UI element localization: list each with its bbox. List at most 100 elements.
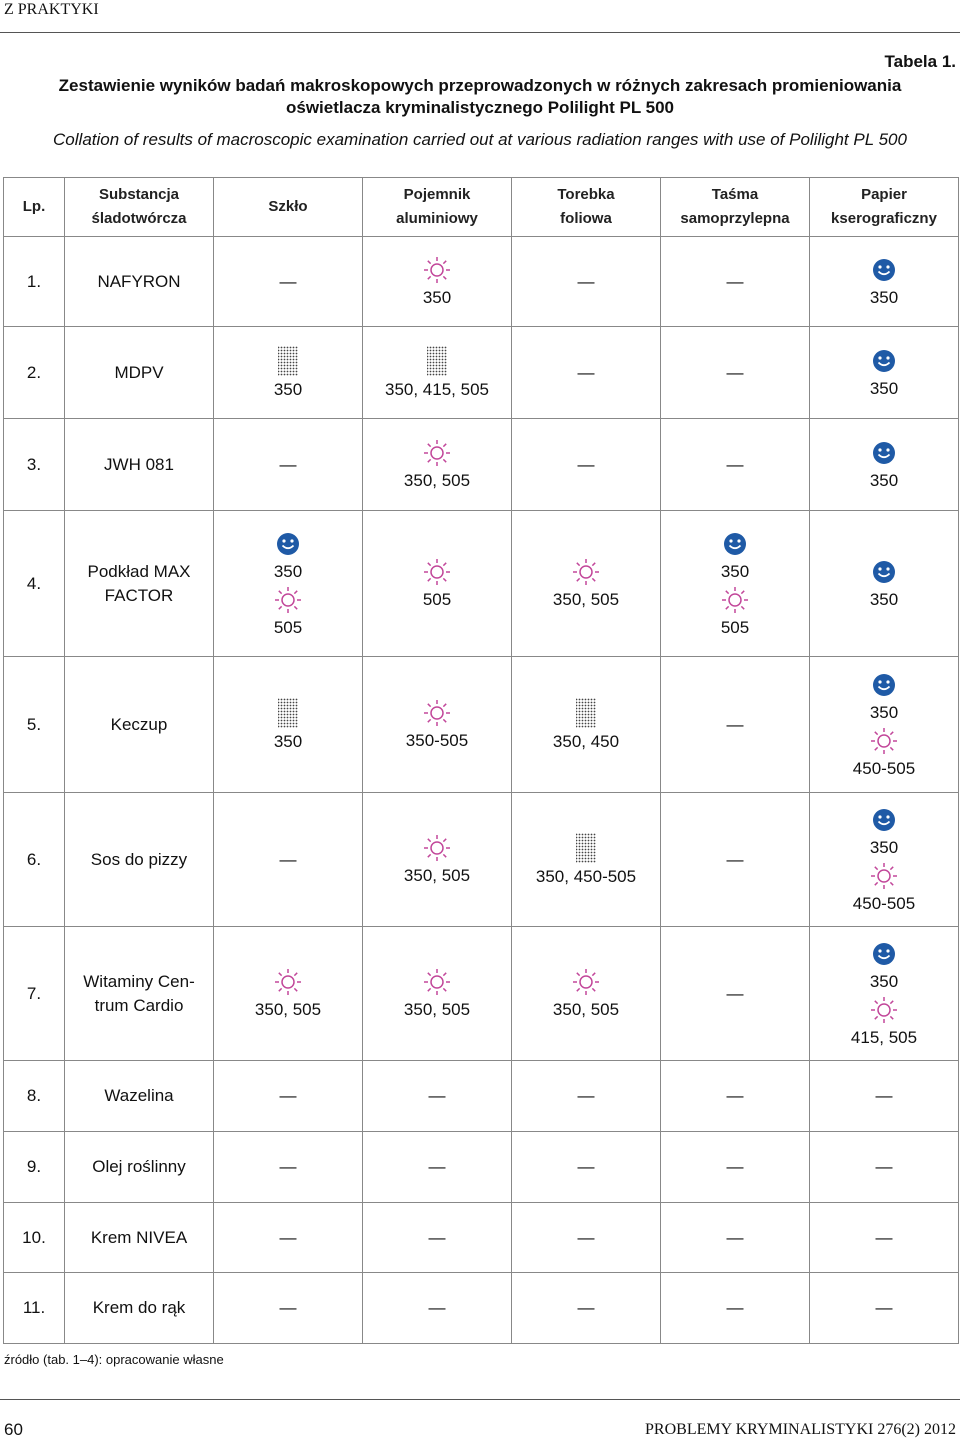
result-cell: — [362,1272,512,1344]
icon-smile [724,532,746,555]
name-cell: Krem do rąk [64,1272,214,1344]
row-number: 1. [26,271,42,291]
row-number: 3. [26,454,42,474]
result-cell: — [511,418,661,511]
result-cell: — [511,326,661,419]
wavelength: 450-505 [852,758,916,778]
result-cell: — [660,418,810,511]
wavelength: 350 [869,378,899,398]
icon-sun [722,586,748,613]
icon-smile [873,808,895,831]
row-number: 6. [26,849,42,869]
wavelength: 350 [273,561,303,581]
dash: — [726,454,744,474]
name-cell: Sos do pizzy [64,792,214,927]
wavelength: 350, 505 [552,589,620,609]
row-number: 10. [22,1227,46,1247]
icon-smile [873,942,895,965]
result-cell: 350 [809,510,959,657]
rule [0,32,960,33]
wavelength: 350, 450-505 [535,866,637,886]
header-cell: Substancja śladotwórcza [64,177,214,237]
dash: — [577,271,595,291]
wavelength: 350, 505 [403,865,471,885]
substance: Keczup [110,714,168,734]
dash: — [875,1157,893,1176]
header-cell: Lp. [3,177,65,237]
substance: MDPV [114,362,164,382]
result-cell: — [660,1272,810,1344]
dash: — [726,271,744,291]
wavelength: 350, 415, 505 [385,379,489,399]
dash: — [279,454,297,474]
dash: — [577,362,595,382]
result-cell: 350 [809,326,959,419]
dash: — [726,714,744,734]
dash: — [279,1227,297,1247]
result-cell: — [809,1060,959,1132]
wavelength: 350 [422,287,452,307]
name-cell: Keczup [64,656,214,793]
name-cell: Olej roślinny [64,1131,214,1203]
result-cell: 350-505 [362,656,512,793]
wavelength: 505 [273,617,303,637]
icon-sun [424,256,450,283]
header-cell: Pojemnik aluminiowy [362,177,512,237]
result-cell: 350 505 [660,510,810,657]
result-cell: 350, 505 [362,418,512,511]
lp-cell: 9. [3,1131,65,1203]
lp-cell: 4. [3,510,65,657]
icon-smile [873,560,895,583]
result-cell: — [511,236,661,327]
result-cell: — [660,1060,810,1132]
dash: — [726,1298,744,1317]
rule [0,1399,960,1400]
wavelength: 350 [869,470,899,490]
substance: Podkład MAX FACTOR [87,561,191,605]
wavelength: 350 [869,971,899,991]
name-cell: Krem NIVEA [64,1202,214,1273]
icon-sun [871,862,897,889]
result-cell: — [362,1202,512,1273]
lp-cell: 7. [3,926,65,1061]
lp-cell: 10. [3,1202,65,1273]
row-number: 5. [26,714,42,734]
icon-smile [873,258,895,281]
table-label: Tabela 1. [884,52,957,71]
result-cell: — [660,1131,810,1203]
result-cell: — [660,326,810,419]
result-cell: — [362,1131,512,1203]
header-cell: Taśma samoprzylepna [660,177,810,237]
name-cell: Witaminy Cen- trum Cardio [64,926,214,1061]
icon-sun [424,834,450,861]
icon-sun [573,558,599,585]
wavelength: 505 [422,589,452,609]
name-cell: Podkład MAX FACTOR [64,510,214,657]
result-cell: 350, 505 [511,926,661,1061]
title-en: Collation of results of macroscopic exam… [53,130,907,149]
result-cell: 350 [362,236,512,327]
substance: Sos do pizzy [90,849,188,869]
icon-sun [573,968,599,995]
dash: — [726,1086,744,1105]
result-cell: — [809,1272,959,1344]
row-number: 7. [26,983,42,1003]
result-cell: 350, 505 [362,792,512,927]
result-cell: — [660,926,810,1061]
result-cell: — [511,1202,661,1273]
result-cell: — [213,1272,363,1344]
substance: Witaminy Cen- trum Cardio [83,971,195,1015]
icon-dots [427,345,447,376]
icon-sun [424,968,450,995]
result-cell: 350 450-505 [809,656,959,793]
result-cell: 350 [213,326,363,419]
lp-cell: 11. [3,1272,65,1344]
name-cell: JWH 081 [64,418,214,511]
icon-sun [424,558,450,585]
result-cell: 350 415, 505 [809,926,959,1061]
icon-smile [873,441,895,464]
dash: — [726,849,744,869]
wavelength: 350 [869,287,899,307]
icon-sun [424,439,450,466]
wavelength: 450-505 [852,893,916,913]
